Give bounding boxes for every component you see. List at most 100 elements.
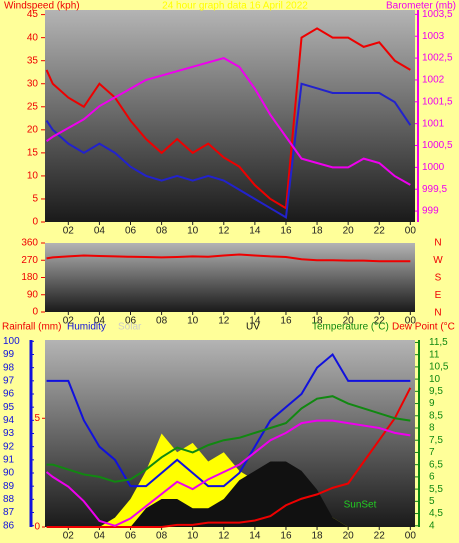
x-tick-label: 02 — [63, 316, 75, 327]
line — [45, 27, 411, 210]
y-tick-label: 0 — [32, 307, 38, 318]
y-tick-label: 1002,5 — [422, 53, 453, 64]
y-tick-label: 5,5 — [429, 484, 443, 495]
y-tick-label: 97 — [3, 375, 15, 386]
y-tick-label: 9,5 — [429, 386, 443, 397]
direction-label: S — [435, 273, 442, 284]
y-tick-label: 30 — [27, 78, 39, 89]
x-tick-label: 22 — [374, 531, 386, 542]
x-tick-label: 18 — [311, 226, 323, 237]
y-tick-label: 1003,5 — [422, 9, 453, 20]
x-tick-label: 20 — [343, 226, 355, 237]
y-axis-label: Windspeed (kph) — [4, 1, 80, 12]
x-tick-label: 06 — [125, 226, 137, 237]
x-tick-label: 04 — [94, 226, 106, 237]
y-tick-label: 7,5 — [429, 435, 443, 446]
x-tick-label: 22 — [374, 226, 386, 237]
y-tick-label: 1000,5 — [422, 140, 453, 151]
x-tick-label: 16 — [280, 316, 292, 327]
y-tick-label: 89 — [3, 481, 15, 492]
y-tick-label: 45 — [27, 9, 39, 20]
x-tick-label: 02 — [63, 531, 75, 542]
x-tick-label: 04 — [94, 316, 106, 327]
direction-label: E — [435, 290, 442, 301]
y-tick-label: 360 — [21, 238, 38, 249]
y2-axis-label: Barometer (mb) — [386, 1, 456, 12]
x-tick-label: 08 — [156, 531, 168, 542]
y-tick-label: 94 — [3, 415, 15, 426]
y-tick-label: 1001,5 — [422, 96, 453, 107]
x-tick-label: 14 — [249, 531, 261, 542]
x-tick-label: 02 — [63, 226, 75, 237]
y-tick-label: 93 — [3, 428, 15, 439]
y-tick-label: 92 — [3, 441, 15, 452]
x-tick-label: 10 — [187, 226, 199, 237]
y-tick-label: 4 — [429, 520, 435, 531]
y-tick-label: 8,5 — [429, 410, 443, 421]
direction-label: N — [434, 238, 441, 249]
y-tick-label: 10,5 — [429, 362, 449, 373]
y-tick-label: 90 — [3, 468, 15, 479]
legend-entry: Dew Point (°C — [392, 322, 455, 333]
chart-title: 24 hour graph data 16 April 2022 — [162, 1, 308, 12]
y-tick-label: 1000 — [422, 162, 445, 173]
y-tick-label: 88 — [3, 494, 15, 505]
x-tick-label: 00 — [405, 316, 417, 327]
y-tick-label: 11,5 — [429, 337, 448, 348]
line — [46, 395, 411, 483]
line — [46, 352, 411, 488]
y-tick-label: 6,5 — [429, 459, 443, 470]
y-tick-label: 8 — [429, 423, 435, 434]
y-tick-label: 98 — [3, 362, 15, 373]
y-tick-label: 270 — [21, 255, 38, 266]
y-tick-label: 96 — [3, 389, 15, 400]
line — [46, 387, 412, 528]
x-tick-label: 14 — [249, 226, 261, 237]
line — [45, 82, 412, 220]
y-tick-label: 91 — [3, 454, 15, 465]
y-tick-label: 11 — [429, 349, 440, 360]
x-tick-label: 06 — [125, 316, 137, 327]
legend-entry: Temperature (°C) — [312, 322, 389, 333]
y-tick-label: 40 — [27, 32, 39, 43]
x-tick-label: 12 — [218, 531, 230, 542]
y-tick-label: 1002 — [422, 75, 445, 86]
x-tick-label: 18 — [311, 531, 323, 542]
plot-area — [45, 10, 415, 222]
annotation: SunSet — [344, 500, 377, 511]
y-tick-label: 100 — [3, 336, 20, 347]
y-tick-label: 90 — [27, 289, 39, 300]
x-tick-label: 10 — [187, 531, 199, 542]
x-tick-label: 04 — [94, 531, 106, 542]
y-tick-label: 10 — [27, 171, 39, 182]
x-tick-label: 16 — [280, 226, 292, 237]
y-tick-label: 15 — [27, 148, 39, 159]
y-tick-label: 99 — [3, 349, 15, 360]
x-tick-label: 12 — [218, 316, 230, 327]
y-tick-label: 95 — [3, 402, 15, 413]
direction-label: N — [434, 308, 441, 319]
legend-entry: UV — [246, 322, 260, 333]
legend-entry: Rainfall (mm) — [2, 322, 61, 333]
area — [46, 461, 411, 527]
y-tick-label: 5 — [32, 194, 38, 205]
y-tick-label: 1001 — [422, 118, 445, 129]
legend-entry: Solar — [118, 322, 142, 333]
legend-entry: Humidity — [67, 322, 106, 333]
y-tick-label: 999,5 — [422, 184, 447, 195]
x-tick-label: 00 — [405, 226, 417, 237]
y-tick-label: 20 — [27, 124, 39, 135]
y-tick-label: 6 — [429, 472, 435, 483]
x-tick-label: 10 — [187, 316, 199, 327]
x-tick-label: 12 — [218, 226, 230, 237]
y-tick-label: 999 — [422, 206, 439, 217]
x-tick-label: 22 — [374, 316, 386, 327]
y-tick-label: 25 — [27, 101, 39, 112]
x-tick-label: 08 — [156, 226, 168, 237]
y-tick-label: 5 — [34, 413, 40, 424]
x-tick-label: 06 — [125, 531, 137, 542]
direction-label: W — [433, 255, 443, 266]
y-tick-label: 35 — [27, 55, 39, 66]
x-tick-label: 18 — [311, 316, 323, 327]
